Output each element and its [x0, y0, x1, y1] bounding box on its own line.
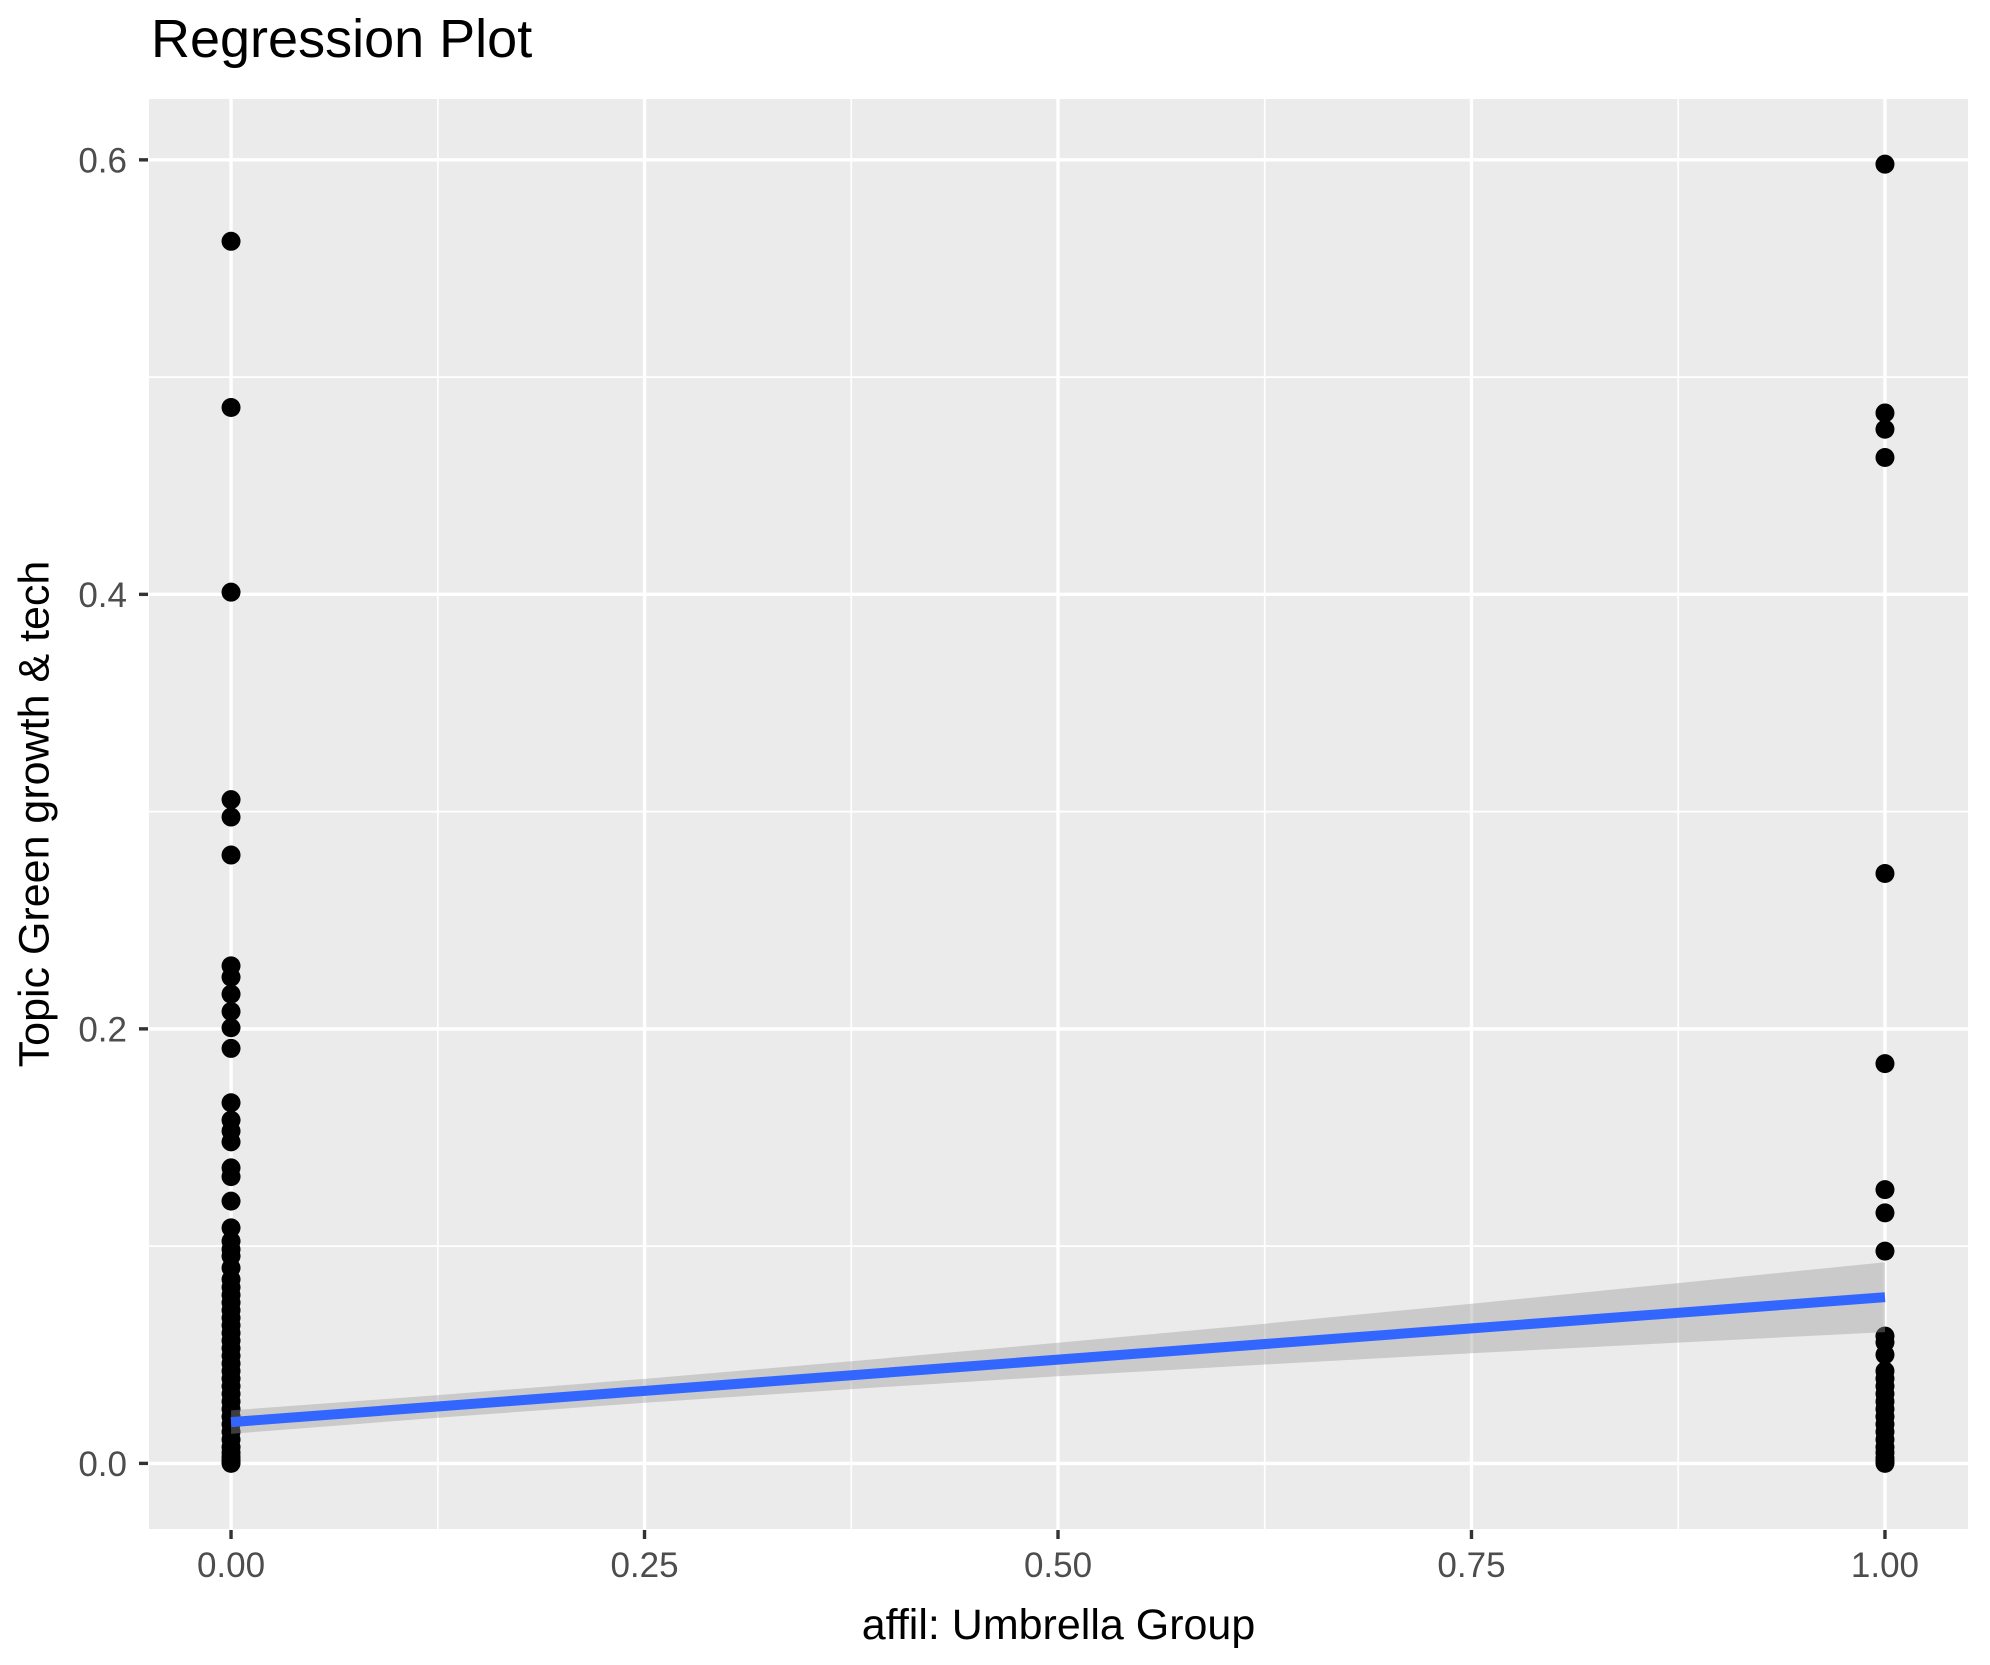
data-point — [1875, 154, 1895, 174]
data-point — [221, 984, 241, 1004]
data-point — [1875, 447, 1895, 467]
y-tick-label: 0.2 — [78, 1010, 127, 1049]
data-point — [221, 1453, 241, 1473]
data-point — [1875, 864, 1895, 884]
data-point — [221, 1167, 241, 1187]
data-point — [221, 1191, 241, 1211]
data-point — [221, 582, 241, 602]
data-point — [221, 967, 241, 987]
regression-line — [230, 1292, 1886, 1428]
plot-title: Regression Plot — [151, 9, 533, 69]
x-tick-label: 0.75 — [1437, 1546, 1505, 1585]
data-point — [1875, 1180, 1895, 1200]
data-point — [1875, 1345, 1895, 1365]
y-tick-label: 0.4 — [78, 576, 127, 615]
x-tick-label: 0.25 — [610, 1546, 678, 1585]
data-point — [1875, 1054, 1895, 1074]
x-tick-label: 0.50 — [1024, 1546, 1092, 1585]
x-tick-label: 0.00 — [197, 1546, 265, 1585]
data-point — [1875, 1453, 1895, 1473]
data-point — [221, 1038, 241, 1058]
data-point — [221, 1018, 241, 1038]
data-point — [221, 807, 241, 827]
data-point — [221, 790, 241, 810]
data-point — [221, 1218, 241, 1238]
data-point — [221, 1132, 241, 1152]
data-point — [221, 231, 241, 251]
y-tick-label: 0.6 — [78, 141, 127, 180]
data-point — [1875, 403, 1895, 423]
data-point — [221, 398, 241, 418]
x-tick-label: 1.00 — [1851, 1546, 1919, 1585]
data-point — [221, 1001, 241, 1021]
x-axis-title: affil: Umbrella Group — [861, 1601, 1256, 1649]
data-point — [221, 1093, 241, 1113]
data-point — [1875, 419, 1895, 439]
y-tick-label: 0.0 — [78, 1445, 127, 1484]
data-point — [1875, 1203, 1895, 1223]
y-axis-title: Topic Green growth & tech — [10, 560, 59, 1068]
data-point — [1875, 1241, 1895, 1261]
data-point — [221, 845, 241, 865]
